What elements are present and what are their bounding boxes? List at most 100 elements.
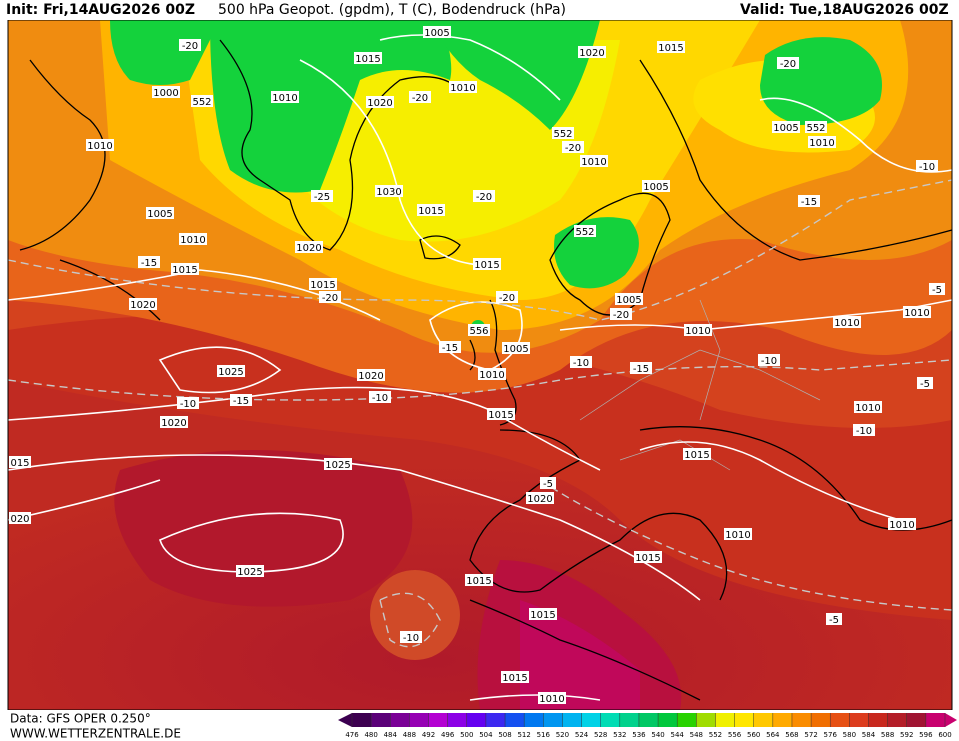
label-box	[311, 190, 333, 202]
contour-label: 1010	[539, 694, 564, 705]
contour-label: -15	[442, 343, 458, 354]
label-box	[610, 308, 632, 320]
website: WWW.WETTERZENTRALE.DE	[10, 727, 181, 741]
label-box	[833, 316, 861, 328]
label-box	[502, 342, 530, 354]
label-box	[487, 408, 515, 420]
label-box	[634, 551, 662, 563]
label-box	[271, 91, 299, 103]
contour-label: 1010	[809, 138, 834, 149]
label-box	[449, 81, 477, 93]
contour-label: -5	[932, 285, 942, 296]
contour-label: 556	[469, 326, 488, 337]
label-box	[580, 155, 608, 167]
contour-label: 552	[575, 227, 594, 238]
colorbar-tick-label: 508	[498, 731, 511, 739]
label-box	[129, 298, 157, 310]
contour-label: 552	[806, 123, 825, 134]
contour-label: 1010	[904, 308, 929, 319]
label-box	[540, 477, 556, 489]
contour-label: 1010	[834, 318, 859, 329]
map-title: 500 hPa Geopot. (gpdm), T (C), Bodendruc…	[218, 2, 566, 18]
label-box	[177, 397, 199, 409]
colorbar-tick-label: 588	[881, 731, 894, 739]
colorbar-tick-label: 584	[862, 731, 876, 739]
contour-label: 1010	[725, 530, 750, 541]
colorbar: 476 480 484 488 492 496 500 504 508 512 516 520 524 5…	[338, 713, 957, 739]
contour-label: -10	[403, 633, 419, 644]
label-box	[805, 121, 827, 133]
borders	[579, 299, 821, 471]
colorbar-tick-label: 484	[384, 731, 398, 739]
colorbar-bin	[734, 713, 755, 727]
label-box	[295, 241, 323, 253]
colorbar-tick-label: 532	[613, 731, 626, 739]
label-box	[501, 671, 529, 683]
contour-label: -20	[322, 293, 338, 304]
colorbar-tick-label: 516	[537, 731, 551, 739]
label-box	[526, 492, 554, 504]
contour-label: 1010	[581, 157, 606, 168]
label-box	[724, 528, 752, 540]
contour-label: -5	[920, 379, 930, 390]
contour-label: -10	[573, 358, 589, 369]
colorbar-arrow-left	[338, 713, 352, 727]
contour-label: 1030	[376, 187, 401, 198]
contour-label: 1005	[424, 28, 449, 39]
label-box	[191, 95, 213, 107]
label-box	[929, 283, 945, 295]
colorbar-bin	[811, 713, 831, 727]
colorbar-tick-label: 596	[919, 731, 933, 739]
isotherms	[7, 179, 953, 648]
label-box	[903, 306, 931, 318]
colorbar-tick-label: 560	[747, 731, 760, 739]
colorbar-tick-label: 488	[403, 731, 416, 739]
colorbar-tick-label: 512	[517, 731, 530, 739]
label-box	[473, 190, 495, 202]
contour-label: 1015	[310, 280, 335, 291]
contour-label: 1005	[643, 182, 668, 193]
label-box	[917, 377, 933, 389]
label-box	[853, 424, 875, 436]
colorbar-bin	[562, 713, 583, 727]
colorbar-bin	[677, 713, 697, 727]
contour-label: 1020	[296, 243, 321, 254]
colorbar-bin	[485, 713, 506, 727]
label-box	[465, 574, 493, 586]
label-box	[354, 52, 382, 64]
contour-label: -20	[565, 143, 581, 154]
label-box	[570, 356, 592, 368]
colorbar-tick-label: 576	[824, 731, 838, 739]
label-box	[630, 362, 652, 374]
contour-label: 1010	[685, 326, 710, 337]
label-box	[684, 324, 712, 336]
contour-label: 1015	[418, 206, 443, 217]
label-box	[529, 608, 557, 620]
colorbar-bin	[428, 713, 449, 727]
contour-label: 552	[553, 129, 572, 140]
contour-label: 1010	[479, 370, 504, 381]
contour-label: -10	[919, 162, 935, 173]
contour-label: 1005	[503, 344, 528, 355]
contour-label: 1015	[684, 450, 709, 461]
colorbar-bin	[524, 713, 544, 727]
contour-label: -5	[543, 479, 553, 490]
colorbar-bin	[638, 713, 659, 727]
colorbar-bin	[409, 713, 430, 727]
colorbar-tick-label: 592	[900, 731, 913, 739]
contour-label: -20	[780, 59, 796, 70]
label-box	[478, 368, 506, 380]
colorbar-bin	[543, 713, 563, 727]
colorbar-bin	[925, 713, 946, 727]
contour-label: 1015	[502, 673, 527, 684]
contour-label: 1010	[889, 520, 914, 531]
label-box	[538, 692, 566, 704]
header-bar	[0, 0, 959, 20]
contour-label: 1020	[527, 494, 552, 505]
colorbar-tick-label: 476	[345, 731, 359, 739]
label-box	[423, 26, 451, 38]
colorbar-bin	[581, 713, 602, 727]
colorbar-arrow-right	[945, 713, 957, 727]
contour-label: -10	[180, 399, 196, 410]
